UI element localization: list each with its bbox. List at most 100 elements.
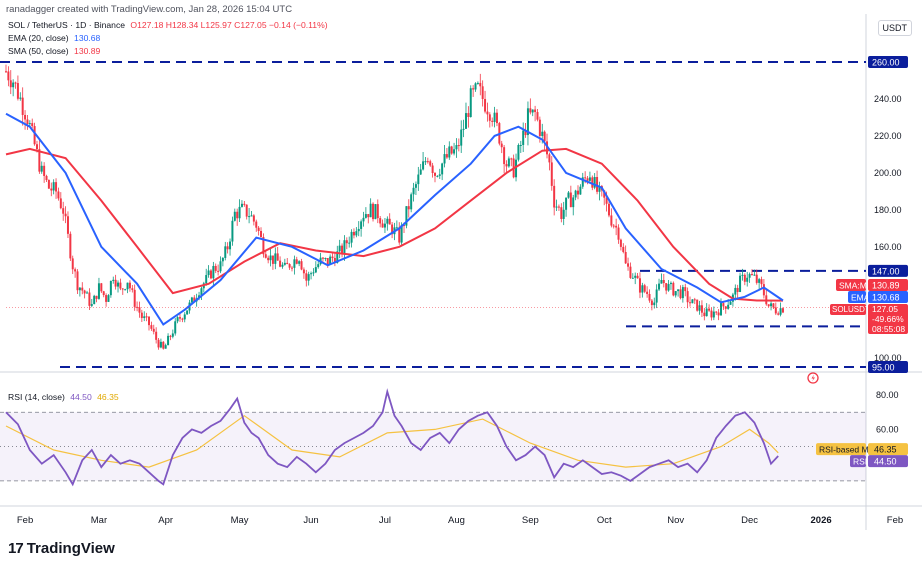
candle xyxy=(174,318,177,336)
legend-rsi-row[interactable]: RSI (14, close) 44.50 46.35 xyxy=(8,392,119,402)
candle-body xyxy=(102,291,105,296)
legend-ema-row[interactable]: EMA (20, close) 130.68 xyxy=(8,33,100,43)
candle-body xyxy=(455,145,458,150)
candle xyxy=(462,119,465,138)
candle-body xyxy=(410,194,413,210)
candle xyxy=(9,70,12,95)
candle-body xyxy=(665,283,668,291)
candle-body xyxy=(517,145,520,160)
candle-body xyxy=(467,113,470,117)
candle xyxy=(662,273,665,288)
candle xyxy=(12,79,15,97)
candle xyxy=(302,267,305,279)
legend-rsi-label: RSI (14, close) xyxy=(8,392,65,402)
candle-body xyxy=(214,265,217,271)
candle-body xyxy=(286,262,289,265)
candle xyxy=(314,261,317,274)
candle-body xyxy=(221,257,224,262)
candle-body xyxy=(257,227,260,231)
candle-body xyxy=(274,253,277,264)
tag-260-text: 260.00 xyxy=(872,58,900,68)
tradingview-logo[interactable]: 17 TradingView xyxy=(8,540,115,557)
candle-body xyxy=(364,214,367,218)
candle xyxy=(369,198,372,218)
candle xyxy=(512,154,515,179)
candle-body xyxy=(376,204,379,219)
sma-value-tag-bg xyxy=(868,279,908,291)
candle xyxy=(238,199,241,222)
candle xyxy=(729,300,732,305)
candle xyxy=(269,248,272,267)
candle-body xyxy=(231,220,234,242)
candle-body xyxy=(715,311,718,313)
candle-body xyxy=(579,186,582,195)
candle-body xyxy=(329,256,332,265)
candle xyxy=(341,243,344,258)
candle xyxy=(622,243,625,254)
legend-symbol: SOL / TetherUS · 1D · Binance xyxy=(8,20,126,30)
candle-body xyxy=(314,267,317,273)
candle-body xyxy=(536,112,539,120)
candle xyxy=(352,228,355,239)
price-tick-label: 220.00 xyxy=(874,131,902,141)
candle-body xyxy=(462,128,465,130)
candle xyxy=(391,221,394,239)
legend-rsi-ma-value: 46.35 xyxy=(97,392,119,402)
candle xyxy=(310,271,313,280)
candle-body xyxy=(117,282,120,287)
candle xyxy=(383,218,386,234)
candle-body xyxy=(310,273,313,275)
candle-body xyxy=(345,240,348,244)
candle-body xyxy=(317,264,320,268)
candle-body xyxy=(503,147,506,165)
candle-body xyxy=(150,325,153,329)
candle xyxy=(522,122,525,153)
candle xyxy=(388,213,391,225)
candle-body xyxy=(59,198,62,209)
candle-body xyxy=(548,154,551,163)
candle xyxy=(119,278,122,291)
candle xyxy=(684,283,687,297)
candle xyxy=(145,312,148,322)
candle-body xyxy=(190,297,193,303)
candle xyxy=(565,197,568,217)
currency-button[interactable]: USDT xyxy=(877,20,912,36)
candle-body xyxy=(781,308,784,313)
candle-body xyxy=(422,161,425,170)
candle-body xyxy=(21,97,24,115)
candle xyxy=(534,105,537,122)
candle xyxy=(746,271,749,287)
candle xyxy=(162,341,165,350)
candle xyxy=(724,306,727,314)
candle xyxy=(317,261,320,269)
candle-body xyxy=(288,264,291,268)
candle xyxy=(500,140,503,154)
rsi-tag-label-bg xyxy=(816,443,866,456)
candle-body xyxy=(255,221,258,228)
legend-ema-value: 130.68 xyxy=(74,33,101,43)
candle-body xyxy=(460,129,463,146)
candle-body xyxy=(367,214,370,218)
candle-body xyxy=(55,182,58,192)
candle-body xyxy=(748,274,751,278)
rsi-tag-label: RSI xyxy=(853,457,867,467)
candle-body xyxy=(662,279,665,284)
candle-body xyxy=(743,274,746,282)
candle xyxy=(474,82,477,92)
candle-body xyxy=(362,217,365,222)
candle xyxy=(588,171,591,183)
candle xyxy=(405,206,408,229)
candle xyxy=(765,289,768,306)
candle xyxy=(100,282,103,294)
candle-body xyxy=(617,227,620,240)
candle xyxy=(248,208,251,224)
legend-sma-row[interactable]: SMA (50, close) 130.89 xyxy=(8,46,100,56)
candle-body xyxy=(112,279,115,281)
candle-body xyxy=(691,299,694,304)
candle-body xyxy=(741,274,744,276)
candle-body xyxy=(550,162,553,186)
candle-body xyxy=(145,316,148,318)
candle-body xyxy=(291,267,293,269)
last-symbol: SOLUSDT xyxy=(832,305,870,314)
